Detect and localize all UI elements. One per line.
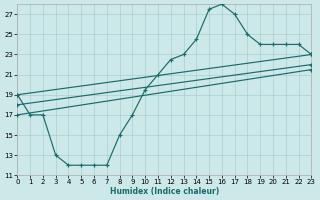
X-axis label: Humidex (Indice chaleur): Humidex (Indice chaleur) <box>110 187 219 196</box>
